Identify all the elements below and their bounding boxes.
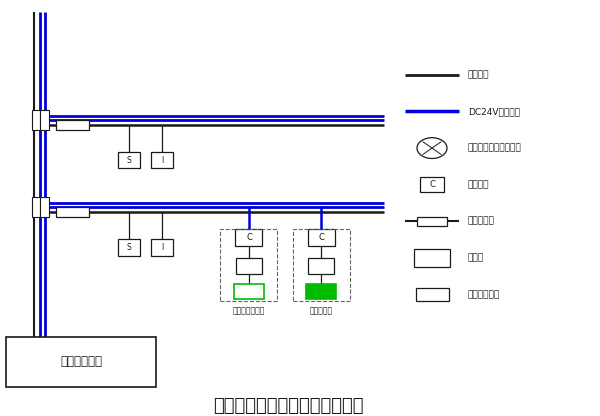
Bar — [32, 197, 40, 217]
Bar — [414, 248, 450, 267]
Text: S: S — [127, 156, 131, 165]
Text: 端子箱: 端子箱 — [468, 253, 484, 262]
Bar — [420, 177, 444, 192]
Text: 继电切换模块: 继电切换模块 — [468, 290, 500, 299]
Bar — [56, 207, 89, 217]
Text: I: I — [161, 156, 163, 165]
Bar — [293, 229, 349, 301]
Bar — [416, 288, 449, 301]
Text: DC24V电源总线: DC24V电源总线 — [468, 107, 520, 116]
Bar — [6, 337, 156, 387]
Text: 应急照明配电箱: 应急照明配电箱 — [233, 306, 265, 315]
Text: 报警总线: 报警总线 — [468, 70, 490, 79]
Text: C: C — [246, 233, 252, 242]
Text: C: C — [429, 180, 435, 189]
Bar — [417, 217, 447, 226]
Bar — [308, 258, 334, 274]
Text: 消防控制中心: 消防控制中心 — [60, 355, 102, 369]
Bar — [236, 258, 262, 274]
Bar — [118, 239, 140, 256]
Bar — [308, 229, 335, 246]
Bar — [56, 119, 89, 130]
Bar — [40, 110, 49, 130]
Text: 编码型消火栓报警按钮: 编码型消火栓报警按钮 — [468, 144, 522, 153]
Bar — [32, 110, 40, 130]
Bar — [151, 152, 173, 168]
Bar — [221, 229, 277, 301]
Bar — [306, 284, 336, 299]
Bar — [118, 152, 140, 168]
Text: C: C — [318, 233, 324, 242]
Bar — [235, 229, 262, 246]
Text: 馈电配电柜: 馈电配电柜 — [310, 306, 332, 315]
Text: I: I — [161, 243, 163, 252]
Text: 应急照明和非消防电源系统控制: 应急照明和非消防电源系统控制 — [213, 396, 363, 415]
Text: 总线隔离器: 总线隔离器 — [468, 217, 495, 226]
Bar — [151, 239, 173, 256]
Bar — [40, 197, 49, 217]
Text: S: S — [127, 243, 131, 252]
Bar — [234, 284, 264, 299]
Circle shape — [417, 138, 447, 158]
Text: 控制模块: 控制模块 — [468, 180, 490, 189]
